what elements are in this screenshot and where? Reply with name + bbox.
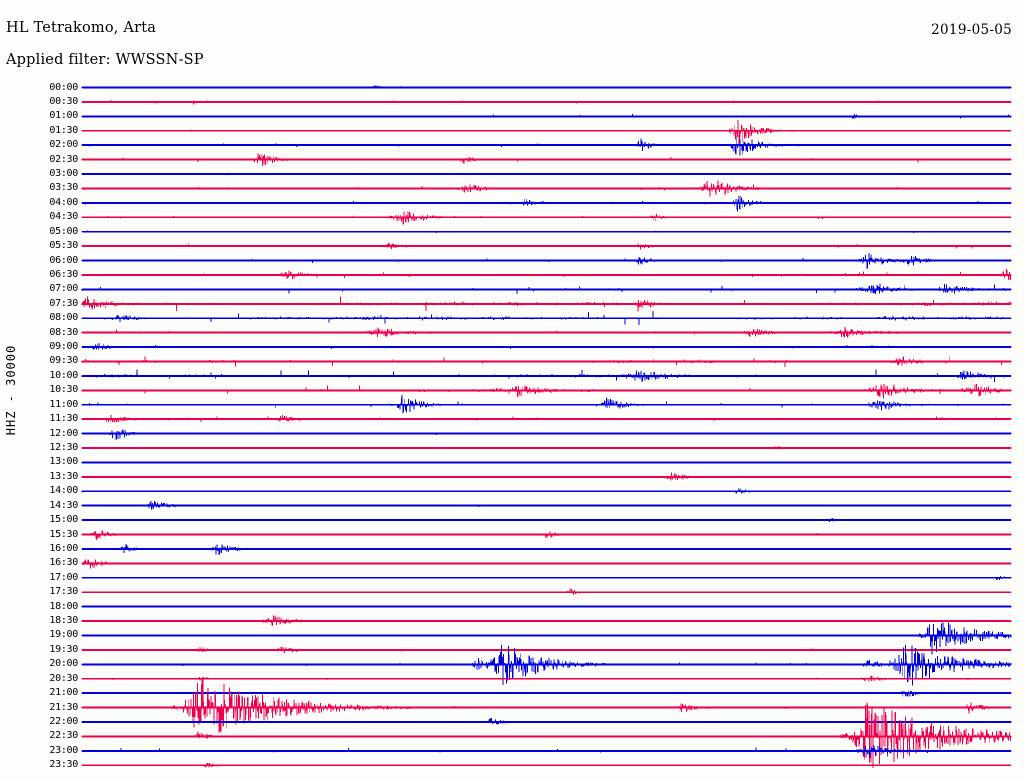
time-tick-label: 11:30: [49, 413, 78, 425]
time-tick-label: 04:00: [49, 196, 78, 208]
time-tick-label: 22:30: [49, 730, 78, 742]
trace-row: [81, 120, 1012, 147]
time-tick-label: 22:00: [49, 715, 78, 727]
time-tick-label: 19:30: [49, 643, 78, 655]
time-tick-label: 14:30: [49, 499, 78, 511]
time-tick-label: 13:30: [49, 470, 78, 482]
time-tick-label: 10:30: [49, 384, 78, 396]
time-tick-label: 03:00: [49, 168, 78, 180]
trace-row: [81, 702, 1012, 769]
time-tick-label: 23:00: [49, 744, 78, 756]
time-tick-label: 11:00: [49, 398, 78, 410]
time-tick-label: 23:30: [49, 759, 78, 771]
time-tick-label: 12:30: [49, 442, 78, 453]
time-tick-label: 18:00: [49, 600, 78, 612]
time-tick-label: 13:00: [49, 456, 78, 468]
time-tick-label: 07:30: [49, 297, 78, 309]
time-tick-label: 15:00: [49, 514, 78, 526]
time-tick-label: 04:30: [49, 211, 78, 223]
time-tick-label: 02:30: [49, 153, 78, 165]
time-tick-label: 16:00: [49, 542, 78, 554]
time-tick-label: 09:00: [49, 341, 78, 353]
time-tick-label: 01:00: [49, 110, 78, 122]
time-tick-label: 21:00: [49, 687, 78, 699]
time-tick-label: 21:30: [49, 701, 78, 713]
time-tick-label: 08:30: [49, 326, 78, 338]
time-tick-label: 19:00: [49, 629, 78, 641]
time-tick-label: 05:00: [49, 225, 78, 237]
time-tick-label: 12:00: [49, 427, 78, 439]
time-tick-label: 20:30: [49, 672, 78, 684]
time-tick-label: 16:30: [49, 557, 78, 569]
time-tick-label: 15:30: [49, 528, 78, 540]
time-tick-label: 00:00: [49, 81, 78, 93]
time-tick-label: 17:30: [49, 586, 78, 598]
time-tick-label: 05:30: [49, 240, 78, 252]
filter-label: Applied filter: WWSSN-SP: [6, 52, 204, 68]
time-tick-label: 17:00: [49, 571, 78, 583]
time-tick-label: 00:30: [49, 95, 78, 107]
time-tick-label: 03:30: [49, 182, 78, 194]
time-tick-label: 20:00: [49, 658, 78, 670]
time-tick-label: 08:00: [49, 312, 78, 324]
time-tick-label: 10:00: [49, 369, 78, 381]
time-tick-label: 18:30: [49, 615, 78, 627]
time-tick-label: 06:00: [49, 254, 78, 266]
time-tick-label: 09:30: [49, 355, 78, 367]
time-tick-label: 06:30: [49, 268, 78, 280]
time-tick-label: 01:30: [49, 124, 78, 136]
time-tick-label: 07:00: [49, 283, 78, 295]
page-title: HL Tetrakomo, Arta: [6, 20, 157, 36]
time-tick-label: 14:00: [49, 485, 78, 497]
trace-row: [81, 429, 1012, 440]
time-tick-label: 02:00: [49, 139, 78, 151]
date-label: 2019-05-05: [931, 22, 1012, 38]
